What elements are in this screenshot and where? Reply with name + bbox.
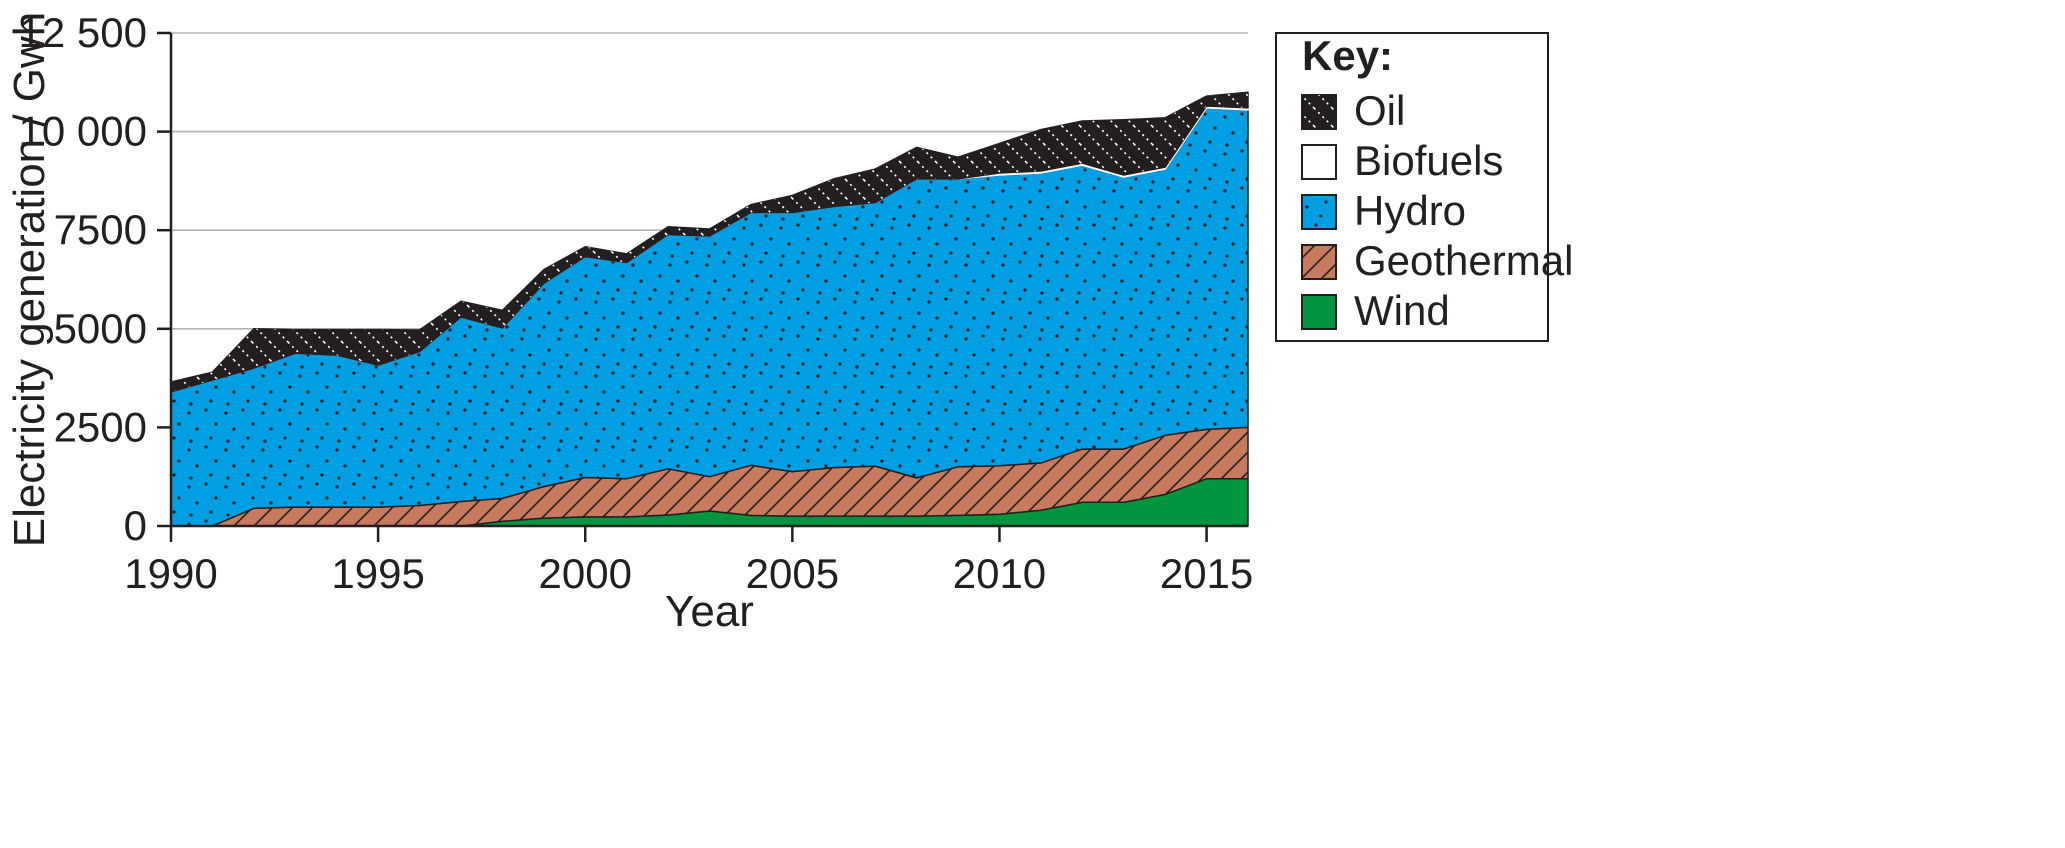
y-tick-label-2500: 2500 [54,403,147,450]
legend-swatch-biofuels [1301,144,1337,180]
x-tick-label-1990: 1990 [124,550,217,597]
axes [169,33,1248,528]
x-tick-label-2010: 2010 [953,550,1046,597]
x-tick-label-2005: 2005 [746,550,839,597]
y-tick-label-0: 0 [124,502,147,549]
y-tick-label-7500: 7500 [54,206,147,253]
area-layers [170,91,1249,527]
area-hydro-texture [171,107,1248,527]
y-tick-label-10000: 10 000 [19,108,147,155]
x-tick-label-2015: 2015 [1160,550,1253,597]
legend-label-geothermal: Geothermal [1354,237,1573,284]
legend-label-wind: Wind [1354,287,1450,334]
legend-title: Key: [1302,32,1393,79]
y-tick-label-12500: 12 500 [19,9,147,56]
x-axis-ticks: 1990 1995 2000 2005 2010 2015 [124,526,1253,597]
y-tick-label-5000: 5000 [54,305,147,352]
legend-swatch-oil-texture [1302,95,1336,129]
legend-swatch-wind [1301,294,1337,330]
legend-label-oil: Oil [1354,87,1405,134]
area-oil-texture [171,92,1248,392]
legend-box [1275,32,1549,342]
legend-label-hydro: Hydro [1354,187,1466,234]
legend-swatch-hydro-texture [1302,195,1336,229]
legend-swatch-geothermal-texture [1302,245,1336,279]
x-axis-label: Year [665,587,754,636]
x-tick-label-2000: 2000 [539,550,632,597]
x-tick-label-1995: 1995 [331,550,424,597]
legend-label-biofuels: Biofuels [1354,137,1503,184]
y-axis-ticks: 0 2500 5000 7500 10 000 12 500 [19,9,171,549]
y-axis-label: Electricity generation / Gwh [5,12,54,548]
